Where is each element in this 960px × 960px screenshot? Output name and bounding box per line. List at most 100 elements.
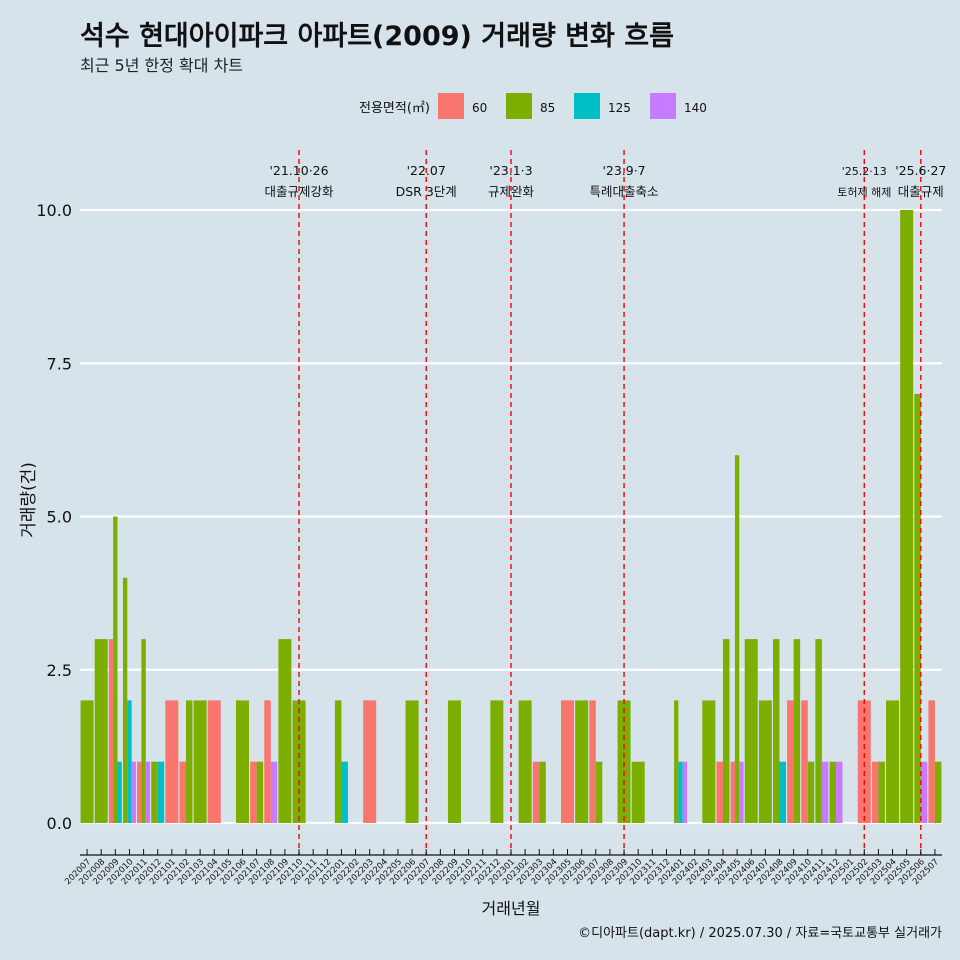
bar-125-202010 [127, 700, 132, 823]
event-label: 대출규제강화 [265, 184, 335, 199]
bar-85-202307 [595, 761, 603, 823]
event-date: '23.1·3 [489, 163, 532, 178]
bar-85-202009 [113, 516, 118, 823]
bar-85-202008 [94, 639, 108, 823]
bar-85-202212 [490, 700, 504, 823]
event-label: 특례대출축소 [590, 184, 659, 199]
event-date: '23.9·7 [602, 163, 645, 178]
y-tick-label: 5.0 [47, 508, 72, 527]
bar-85-202411 [815, 639, 822, 823]
bar-85-202012 [151, 761, 158, 823]
bar-85-202302 [518, 700, 532, 823]
bar-85-202409 [793, 639, 801, 823]
bar-85-202106 [236, 700, 250, 823]
bar-85-202309 [617, 700, 631, 823]
bar-85-202011 [141, 639, 146, 823]
bar-85-202503 [878, 761, 885, 823]
legend-label-60: 60 [472, 101, 487, 115]
bar-85-202506 [914, 393, 921, 823]
bar-85-202103 [193, 700, 207, 823]
legend-label-140: 140 [684, 101, 707, 115]
event-date: '25.6·27 [895, 163, 946, 178]
bar-85-202109 [278, 639, 292, 823]
event-date: '22.07 [407, 163, 446, 178]
y-tick-label: 0.0 [47, 814, 72, 833]
bar-140-202412 [836, 761, 843, 823]
event-lines [298, 150, 922, 855]
legend-label-125: 125 [608, 101, 631, 115]
bar-85-202403 [702, 700, 716, 823]
legend-label-85: 85 [540, 101, 555, 115]
bar-85-202201 [334, 700, 342, 823]
bar-85-202010 [122, 577, 128, 823]
bar-125-202408 [779, 761, 786, 823]
bar-60-202502 [857, 700, 871, 823]
bar-140-202010 [131, 761, 136, 823]
bar-60-202410 [801, 700, 808, 823]
bar-85-202410 [807, 761, 815, 823]
bar-60-202305 [561, 700, 575, 823]
bar-125-202012 [157, 761, 165, 823]
bar-85-202504 [886, 700, 900, 823]
bar-140-202401 [682, 761, 688, 823]
event-label: 토허제 해제 [837, 185, 891, 199]
event-date: '21.10·26 [269, 163, 328, 178]
bar-60-202203 [363, 700, 377, 823]
bar-85-202507 [934, 761, 942, 823]
y-axis-label: 거래량(건) [19, 462, 39, 538]
event-label: DSR 3단계 [396, 184, 457, 199]
bar-60-202108 [264, 700, 271, 823]
event-annotations: '21.10·26 대출규제강화 '22.07 DSR 3단계 '23.1·3 규제완화 '… [265, 163, 947, 199]
bar-60-202503 [871, 761, 879, 823]
bar-85-202110 [292, 700, 306, 823]
bar-125-202009 [117, 761, 122, 823]
y-tick-label: 10.0 [36, 201, 72, 220]
bar-60-202307 [589, 700, 596, 823]
bar-85-202505 [900, 210, 914, 823]
bar-60-202409 [787, 700, 794, 823]
bar-85-202407 [758, 700, 772, 823]
bar-60-202507 [928, 700, 935, 823]
legend-swatch-60 [438, 93, 464, 119]
legend-swatch-85 [506, 93, 532, 119]
bar-60-202405 [730, 761, 735, 823]
bar-140-202405 [739, 761, 744, 823]
bar-85-202306 [575, 700, 589, 823]
bar-85-202209 [447, 700, 461, 823]
legend: 전용면적(㎡) 60 85 125 140 [359, 93, 707, 119]
bar-85-202406 [744, 639, 758, 823]
legend-title: 전용면적(㎡) [359, 101, 430, 116]
bar-85-202007 [80, 700, 94, 823]
source-caption: ©디아파트(dapt.kr) / 2025.07.30 / 자료=국토교통부 실… [578, 926, 942, 941]
bars [80, 210, 942, 823]
bar-60-202101 [165, 700, 179, 823]
chart-subtitle: 최근 5년 한정 확대 차트 [80, 56, 244, 75]
bar-60-202303 [532, 761, 540, 823]
bar-125-202201 [341, 761, 348, 823]
y-tick-label: 2.5 [47, 661, 72, 680]
bar-125-202401 [678, 761, 683, 823]
bar-60-202009 [108, 639, 114, 823]
bar-85-202206 [405, 700, 419, 823]
event-label: 대출규제 [898, 184, 944, 199]
y-tick-label: 7.5 [47, 354, 72, 373]
bar-140-202411 [821, 761, 829, 823]
bar-85-202404 [722, 639, 730, 823]
legend-swatch-140 [650, 93, 676, 119]
bar-60-202104 [207, 700, 221, 823]
bar-85-202401 [674, 700, 679, 823]
legend-swatch-125 [574, 93, 600, 119]
bar-85-202405 [734, 455, 740, 823]
bar-85-202310 [631, 761, 645, 823]
bar-140-202011 [145, 761, 151, 823]
bar-85-202412 [829, 761, 837, 823]
chart-title: 석수 현대아이파크 아파트(2009) 거래량 변화 흐름 [80, 21, 674, 52]
bar-140-202506 [920, 761, 928, 823]
bar-60-202404 [716, 761, 723, 823]
bar-85-202107 [256, 761, 264, 823]
bar-60-202107 [250, 761, 257, 823]
bar-140-202108 [270, 761, 278, 823]
bar-60-202102 [179, 761, 186, 823]
bar-85-202102 [185, 700, 193, 823]
